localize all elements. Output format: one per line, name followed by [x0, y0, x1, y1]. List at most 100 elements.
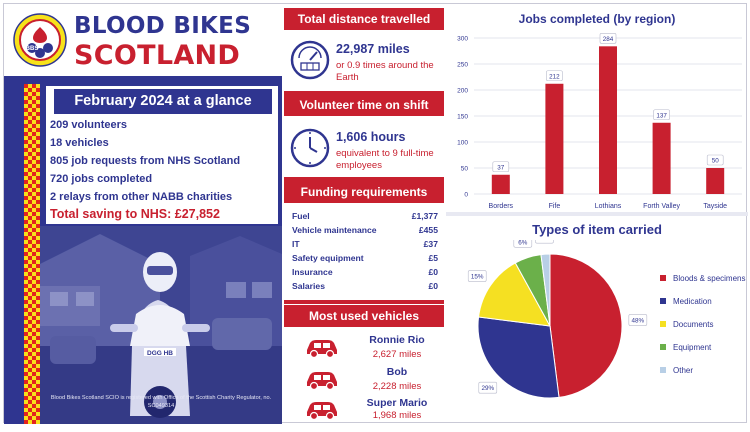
rider-photo: DGG HB: [40, 226, 282, 424]
middle-column: Total distance travelled 22,987 miles or…: [284, 4, 444, 424]
legend-label: Other: [673, 366, 694, 375]
funding-row: IT £37: [292, 239, 438, 249]
y-tick-label: 250: [457, 62, 468, 69]
stat-jobs-completed: 720 jobs completed: [50, 173, 153, 185]
funding-value: £0: [428, 281, 438, 291]
section-divider: [284, 300, 444, 304]
slice-label: 48%: [632, 317, 645, 324]
funding-header: Funding requirements: [284, 181, 444, 203]
stat-relays: 2 relays from other NABB charities: [50, 191, 233, 203]
funding-value: £5: [428, 253, 438, 263]
stat-vehicles: 18 vehicles: [50, 137, 109, 149]
slice-label-box: [467, 270, 487, 282]
funding-value: £455: [418, 225, 438, 235]
legend-label: Medication: [673, 297, 712, 306]
bar-chart: 0 50 100 150 200 250 300 37 Borders 212 Fife 284 Lot…: [457, 33, 742, 210]
distance-header: Total distance travelled: [284, 8, 444, 30]
data-label: 212: [549, 73, 560, 80]
funding-value: £1,377: [411, 211, 438, 221]
charity-footnote: Blood Bikes Scotland SCIO is registered …: [50, 395, 272, 409]
stat-job-requests: 805 job requests from NHS Scotland: [50, 155, 241, 167]
data-label-box: [653, 109, 670, 121]
data-label-box: [546, 70, 563, 82]
legend-swatch: [660, 298, 666, 304]
legend-item: Bloods & specimens: [660, 274, 745, 283]
legend-swatch: [660, 367, 666, 373]
funding-label: Insurance: [292, 267, 333, 277]
x-tick-label: Fife: [549, 203, 561, 210]
vehicle-name: Super Mario: [366, 397, 428, 409]
total-saving: Total saving to NHS: £27,852: [50, 207, 220, 221]
legend-item: Other: [660, 366, 693, 375]
legend-label: Equipment: [673, 343, 712, 352]
funding-label: Salaries: [292, 281, 325, 291]
brand-line-1: BLOOD BIKES: [74, 13, 252, 39]
pie-slice: [540, 253, 551, 327]
infographic: BBS BLOOD BIKES SCOTLAND February 2024 a…: [3, 3, 748, 424]
vehicle-name: Bob: [386, 366, 408, 378]
funding-row: Vehicle maintenance £455: [292, 225, 438, 235]
section-divider: [284, 91, 444, 95]
data-label-box: [706, 154, 724, 166]
header-area: BBS BLOOD BIKES SCOTLAND: [4, 4, 282, 76]
funding-row: Salaries £0: [292, 281, 438, 291]
distance-note: or 0.9 times around the Earth: [336, 60, 434, 83]
chart-divider: [446, 212, 748, 216]
logo-text: BBS: [26, 46, 39, 52]
slice-label: 29%: [481, 385, 494, 392]
y-tick-label: 200: [457, 88, 468, 95]
rider-photo-art: DGG HB: [40, 226, 282, 424]
data-label-box: [599, 33, 617, 44]
y-tick-label: 100: [457, 140, 468, 147]
stat-volunteers: 209 volunteers: [50, 119, 128, 131]
funding-value: £0: [428, 267, 438, 277]
vehicle-name: Ronnie Rio: [369, 334, 425, 346]
x-tick-label: Forth Valley: [643, 203, 680, 210]
right-column: Jobs completed (by region) 0 50 100 150 200 2…: [446, 4, 748, 424]
vehicle-miles: 2,228 miles: [372, 381, 422, 392]
legend-item: Equipment: [660, 343, 711, 352]
volunteer-value: 1,606 hours: [336, 130, 406, 144]
left-panel: BBS BLOOD BIKES SCOTLAND February 2024 a…: [4, 4, 282, 424]
funding-label: IT: [292, 239, 300, 249]
vehicles-header: Most used vehicles: [284, 305, 444, 327]
glance-title: February 2024 at a glance: [54, 89, 272, 114]
car-icon: [307, 372, 337, 390]
number-plate: DGG HB: [147, 350, 173, 357]
legend-swatch: [660, 344, 666, 350]
pie-chart-title: Types of item carried: [532, 222, 662, 237]
data-label: 137: [656, 112, 667, 119]
slice-label: 15%: [471, 274, 484, 281]
slice-label-box: [628, 314, 648, 326]
bar-chart-title: Jobs completed (by region): [518, 12, 676, 26]
legend-label: Documents: [673, 320, 714, 329]
legend-item: Documents: [660, 320, 713, 329]
funding-label: Fuel: [292, 211, 310, 221]
x-tick-label: Tayside: [703, 203, 727, 210]
pie-chart: 48% 29% 15% 6% 2%: [467, 240, 648, 399]
y-tick-label: 50: [461, 166, 469, 173]
volunteer-header: Volunteer time on shift: [284, 94, 444, 116]
data-label: 37: [497, 164, 505, 171]
legend-swatch: [660, 321, 666, 327]
bar: [706, 168, 725, 194]
slice-label-box: [513, 240, 533, 248]
funding-value: £37: [423, 239, 438, 249]
funding-label: Safety equipment: [292, 253, 364, 263]
legend-swatch: [660, 275, 666, 281]
data-label: 284: [603, 36, 614, 43]
data-label: 50: [712, 158, 720, 165]
slice-label-box: [478, 381, 498, 394]
y-tick-label: 150: [457, 114, 468, 121]
y-tick-label: 300: [457, 36, 468, 43]
y-tick-label: 0: [464, 192, 468, 199]
funding-label: Vehicle maintenance: [292, 225, 377, 235]
checker-stripe: [24, 84, 40, 424]
car-icon: [307, 402, 337, 420]
distance-value: 22,987 miles: [336, 42, 410, 56]
slice-label-box: [535, 240, 554, 244]
section-divider: [284, 177, 444, 181]
slice-label: 2%: [540, 240, 550, 242]
data-label-box: [492, 161, 510, 173]
legend-label: Bloods & specimens: [673, 274, 746, 283]
